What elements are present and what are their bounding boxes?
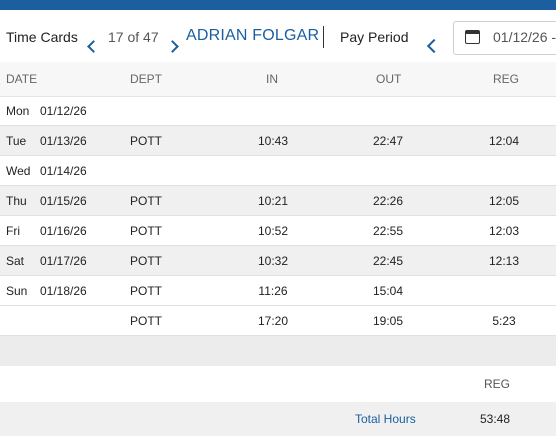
date-cell: 01/17/26 — [40, 254, 87, 268]
previous-pay-period-chevron-icon[interactable] — [426, 38, 442, 54]
date-cell: 01/16/26 — [40, 224, 87, 238]
timecard-rows: Mon 01/12/26 Tue 01/13/26 POTT 10:43 22:… — [0, 96, 556, 336]
reg-cell: 12:13 — [488, 254, 520, 268]
column-header-date: DATE — [6, 72, 38, 86]
day-cell: Fri — [6, 224, 20, 238]
day-cell: Mon — [6, 104, 30, 118]
pay-period-date-picker[interactable]: 01/12/26 - — [453, 21, 556, 55]
date-cell: 01/12/26 — [40, 104, 87, 118]
dept-cell: POTT — [130, 194, 162, 208]
reg-cell: 12:03 — [488, 224, 520, 238]
total-hours-label: Total Hours — [355, 412, 416, 426]
date-cell: 01/15/26 — [40, 194, 87, 208]
out-cell: 22:26 — [372, 194, 404, 208]
out-cell: 15:04 — [372, 284, 404, 298]
summary-header: REG — [0, 366, 556, 403]
pay-period-label: Pay Period — [340, 29, 409, 45]
column-header-in: IN — [266, 72, 278, 86]
day-cell: Sun — [6, 284, 28, 298]
pay-period-start-date: 01/12/26 - — [493, 29, 556, 45]
previous-employee-chevron-icon[interactable] — [87, 40, 100, 53]
in-cell: 10:43 — [258, 134, 289, 148]
dept-cell: POTT — [130, 224, 162, 238]
table-row[interactable]: Tue 01/13/26 POTT 10:43 22:47 12:04 — [0, 126, 556, 156]
day-cell: Wed — [6, 164, 31, 178]
column-header-reg: REG — [493, 72, 520, 86]
calendar-icon[interactable] — [465, 30, 480, 44]
in-cell: 17:20 — [258, 314, 289, 328]
page-title: Time Cards — [6, 29, 78, 45]
date-cell: 01/18/26 — [40, 284, 87, 298]
date-cell: 01/14/26 — [40, 164, 87, 178]
table-row[interactable]: Mon 01/12/26 — [0, 96, 556, 126]
record-counter: 17 of 47 — [108, 29, 159, 45]
dept-cell: POTT — [130, 254, 162, 268]
table-row[interactable]: POTT 17:20 19:05 5:23 — [0, 306, 556, 336]
day-cell: Tue — [6, 134, 27, 148]
summary-column-header-reg: REG — [484, 377, 511, 391]
reg-cell: 12:05 — [488, 194, 520, 208]
in-cell: 10:52 — [258, 224, 289, 238]
in-cell: 10:32 — [258, 254, 289, 268]
table-row[interactable]: Fri 01/16/26 POTT 10:52 22:55 12:03 — [0, 216, 556, 246]
day-cell: Sat — [6, 254, 25, 268]
out-cell: 22:47 — [372, 134, 404, 148]
total-hours-value: 53:48 — [480, 412, 511, 426]
in-cell: 10:21 — [258, 194, 289, 208]
dept-cell: POTT — [130, 134, 162, 148]
date-cell: 01/13/26 — [40, 134, 87, 148]
out-cell: 19:05 — [372, 314, 404, 328]
reg-cell: 12:04 — [488, 134, 520, 148]
out-cell: 22:55 — [372, 224, 404, 238]
in-cell: 11:26 — [258, 284, 288, 298]
blank-separator-row — [0, 336, 556, 367]
reg-cell: 5:23 — [492, 314, 516, 328]
total-hours-row: Total Hours 53:48 — [0, 402, 556, 436]
table-row[interactable]: Sun 01/18/26 POTT 11:26 15:04 — [0, 276, 556, 306]
employee-name-link[interactable]: ADRIAN FOLGAR — [186, 27, 320, 44]
dept-cell: POTT — [130, 284, 162, 298]
timecard-header: Time Cards 17 of 47 ADRIAN FOLGAR Pay Pe… — [0, 10, 556, 62]
table-row[interactable]: Wed 01/14/26 — [0, 156, 556, 186]
dept-cell: POTT — [130, 314, 162, 328]
column-header-out: OUT — [376, 72, 402, 86]
day-cell: Thu — [6, 194, 27, 208]
table-column-headers: DATE DEPT IN OUT REG — [0, 62, 556, 97]
table-row[interactable]: Thu 01/15/26 POTT 10:21 22:26 12:05 — [0, 186, 556, 216]
next-employee-chevron-icon[interactable] — [166, 40, 179, 53]
app-top-bar — [0, 0, 556, 10]
header-divider — [323, 26, 324, 48]
column-header-dept: DEPT — [130, 72, 163, 86]
out-cell: 22:45 — [372, 254, 404, 268]
table-row[interactable]: Sat 01/17/26 POTT 10:32 22:45 12:13 — [0, 246, 556, 276]
